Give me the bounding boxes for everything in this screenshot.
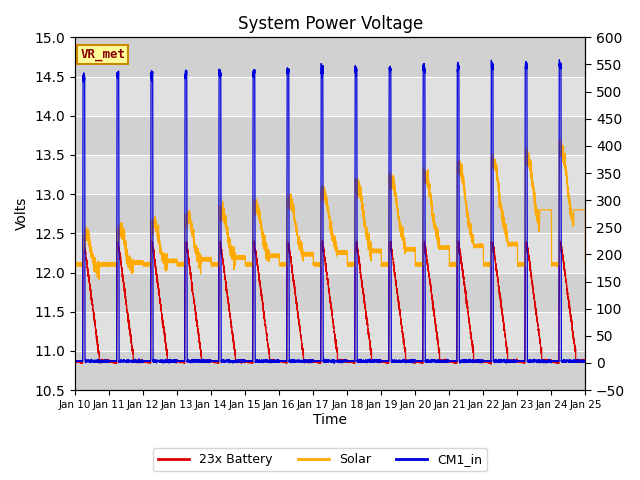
- X-axis label: Time: Time: [314, 413, 348, 427]
- Bar: [75, 116, 586, 155]
- Solar: [71, 260, 79, 265]
- 23x Battery: [473, 358, 481, 363]
- CM1_in: [180, 358, 188, 364]
- 23x Battery: [71, 358, 79, 363]
- 23x Battery: [580, 357, 588, 363]
- CM1_in: [580, 358, 588, 364]
- CM1_in: [473, 358, 481, 364]
- Solar: [473, 244, 481, 250]
- 23x Battery: [180, 360, 188, 365]
- Line: Solar: Solar: [75, 140, 586, 279]
- Line: 23x Battery: 23x Battery: [75, 240, 586, 364]
- Y-axis label: Volts: Volts: [15, 197, 29, 230]
- Text: VR_met: VR_met: [80, 48, 125, 61]
- Solar: [580, 207, 588, 213]
- CM1_in: [582, 358, 589, 364]
- Title: System Power Voltage: System Power Voltage: [237, 15, 423, 33]
- Legend: 23x Battery, Solar, CM1_in: 23x Battery, Solar, CM1_in: [153, 448, 487, 471]
- 23x Battery: [262, 329, 270, 335]
- Solar: [582, 262, 589, 267]
- Solar: [401, 241, 408, 247]
- 23x Battery: [175, 359, 183, 364]
- CM1_in: [71, 358, 79, 364]
- Solar: [175, 261, 183, 266]
- Bar: [75, 233, 586, 273]
- Bar: [75, 76, 586, 116]
- Solar: [556, 137, 563, 143]
- CM1_in: [330, 360, 338, 366]
- Solar: [262, 251, 270, 256]
- CM1_in: [175, 358, 183, 364]
- 23x Battery: [401, 345, 408, 351]
- Solar: [95, 276, 103, 282]
- Bar: [75, 351, 586, 390]
- CM1_in: [401, 359, 408, 364]
- CM1_in: [262, 358, 270, 364]
- Bar: [75, 155, 586, 194]
- Bar: [75, 37, 586, 76]
- Solar: [180, 260, 188, 265]
- CM1_in: [556, 57, 563, 63]
- Bar: [75, 312, 586, 351]
- Line: CM1_in: CM1_in: [75, 60, 586, 363]
- 23x Battery: [487, 361, 495, 367]
- 23x Battery: [454, 238, 461, 243]
- Bar: [75, 273, 586, 312]
- Bar: [75, 194, 586, 233]
- 23x Battery: [582, 358, 589, 364]
